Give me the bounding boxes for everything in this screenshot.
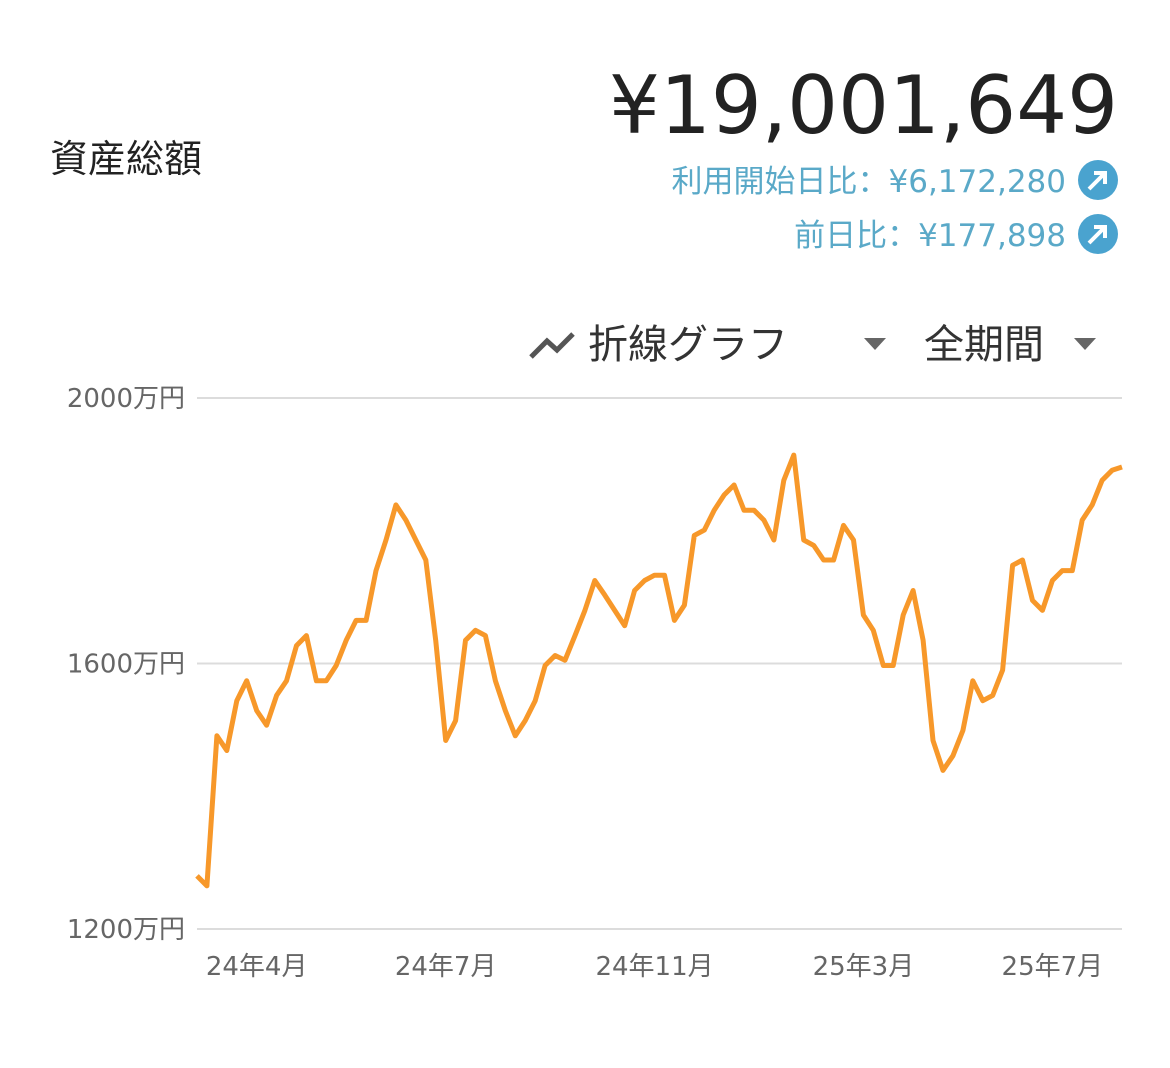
chart-type-selector[interactable]: 折線グラフ [529,322,886,368]
x-tick-label: 24年7月 [395,952,497,982]
y-tick-label: 1200万円 [67,915,185,945]
x-tick-label: 24年4月 [206,952,308,982]
since-start-change: 利用開始日比：¥6,172,280 [672,164,1067,200]
x-tick-label: 24年11月 [595,952,713,982]
data-line [195,452,1123,889]
chart-type: 折線グラフ [588,322,788,368]
asset-label: 資産総額 [50,137,202,181]
up-arrow-icon [1078,214,1118,254]
x-tick-label: 25年3月 [813,952,915,982]
total-amount: ¥19,001,649 [609,59,1118,152]
x-tick-label: 25年7月 [1002,952,1104,982]
dropdown-arrow [1074,338,1096,350]
up-arrow-icon [1078,160,1118,200]
day-change: 前日比：¥177,898 [794,218,1066,254]
period-selector[interactable]: 全期間 [924,322,1096,368]
period: 全期間 [924,322,1044,368]
y-tick-label: 1600万円 [67,650,185,680]
dropdown-arrow [864,338,886,350]
y-tick-label: 2000万円 [67,384,185,414]
line-chart-icon [529,332,575,359]
